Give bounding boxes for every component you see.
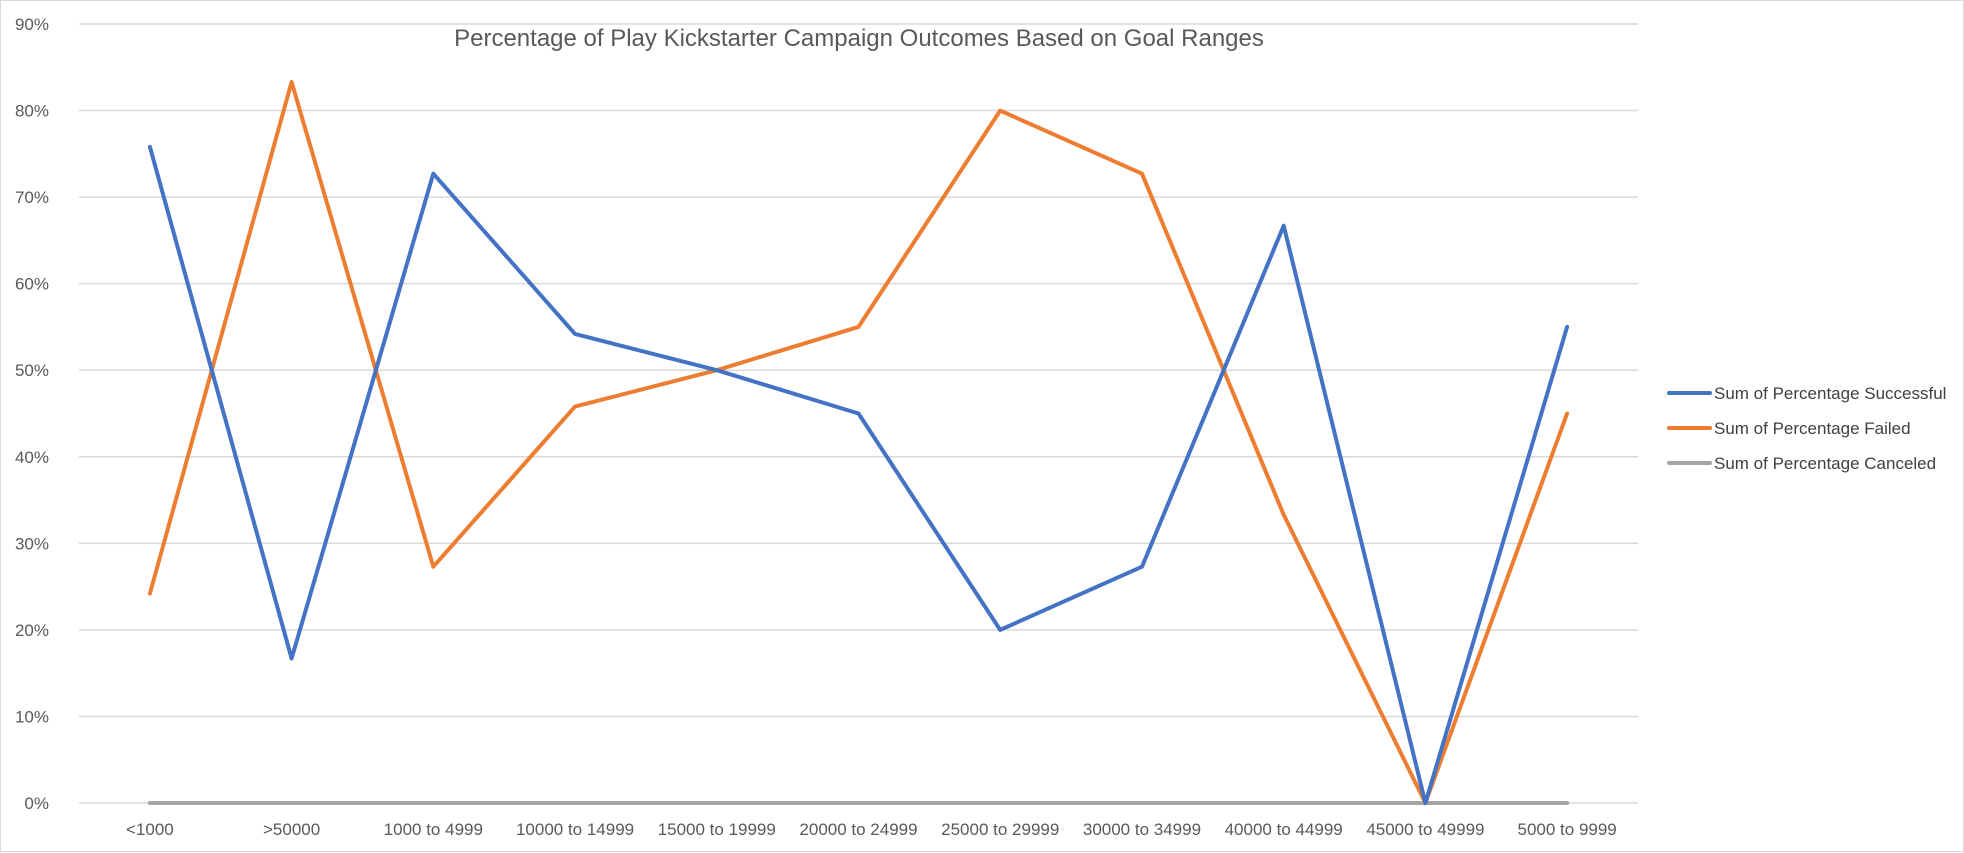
legend-label: Sum of Percentage Canceled [1714, 454, 1936, 473]
series-lines [147, 80, 1570, 805]
y-tick-label: 60% [15, 275, 49, 294]
y-tick-label: 90% [15, 15, 49, 34]
y-tick-label: 0% [24, 794, 49, 813]
x-tick-label: 40000 to 44999 [1225, 820, 1343, 839]
legend-label: Sum of Percentage Failed [1714, 419, 1911, 438]
x-tick-label: 5000 to 9999 [1518, 820, 1617, 839]
x-tick-label: 25000 to 29999 [941, 820, 1059, 839]
x-tick-label: 1000 to 4999 [384, 820, 483, 839]
x-tick-label: 30000 to 34999 [1083, 820, 1201, 839]
x-axis-tick-labels: <1000 >50000 1000 to 4999 10000 to 14999 150… [126, 820, 1617, 839]
x-tick-label: >50000 [263, 820, 320, 839]
y-tick-label: 50% [15, 361, 49, 380]
legend-label: Sum of Percentage Successful [1714, 384, 1946, 403]
y-tick-label: 40% [15, 448, 49, 467]
x-tick-label: 45000 to 49999 [1366, 820, 1484, 839]
y-axis-tick-labels: 0% 10% 20% 30% 40% 50% 60% 70% 80% 90% [15, 15, 49, 813]
series-line-0 [147, 144, 1570, 805]
y-tick-label: 80% [15, 102, 49, 121]
y-tick-label: 70% [15, 188, 49, 207]
chart-title: Percentage of Play Kickstarter Campaign … [454, 25, 1264, 52]
y-tick-label: 20% [15, 621, 49, 640]
legend: Sum of Percentage Successful Sum of Perce… [1667, 384, 1946, 473]
series-line-1 [147, 80, 1570, 805]
x-tick-label: <1000 [126, 820, 174, 839]
y-tick-label: 10% [15, 707, 49, 726]
x-tick-label: 10000 to 14999 [516, 820, 634, 839]
x-tick-label: 15000 to 19999 [658, 820, 776, 839]
gridlines [79, 23, 1638, 804]
x-tick-label: 20000 to 24999 [799, 820, 917, 839]
y-tick-label: 30% [15, 534, 49, 553]
